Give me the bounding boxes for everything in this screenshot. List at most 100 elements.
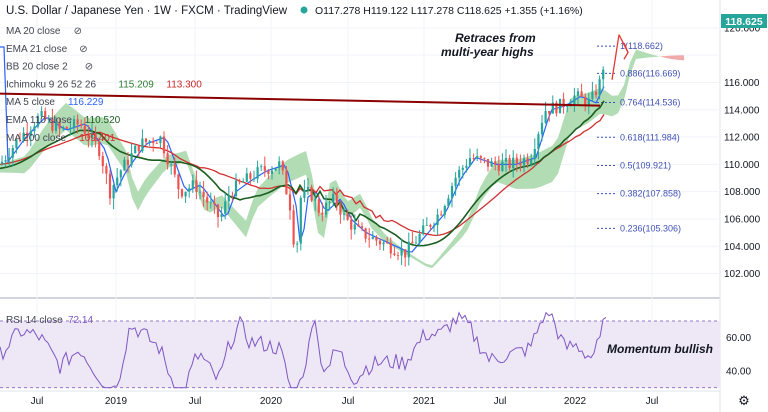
cloud-segment — [132, 177, 138, 211]
cloud-segment — [432, 258, 438, 269]
cloud-segment — [240, 214, 246, 238]
cloud-segment — [366, 205, 372, 229]
candle-down — [195, 180, 198, 192]
time-tick-label: Jul — [342, 396, 355, 407]
candle-down — [378, 240, 382, 245]
candle-up — [353, 224, 356, 230]
candle-up — [130, 153, 133, 165]
candle-down — [497, 164, 500, 171]
candle-down — [515, 157, 518, 164]
candle-down — [389, 242, 392, 254]
candle-up — [306, 186, 310, 191]
candle-down — [360, 226, 364, 229]
candle-up — [501, 161, 504, 171]
candle-up — [209, 202, 212, 204]
candle-down — [317, 199, 320, 213]
candle-up — [4, 160, 7, 162]
cloud-segment — [630, 49, 636, 75]
candle-up — [22, 132, 25, 141]
fib-label: 0.5(109.921) — [620, 160, 671, 170]
candle-down — [101, 156, 104, 167]
candle-up — [227, 195, 230, 202]
candle-up — [476, 156, 479, 159]
candle-down — [267, 170, 270, 174]
candle-down — [108, 173, 112, 199]
candle-down — [411, 241, 414, 244]
fib-label: 0.618(111.984) — [620, 132, 680, 142]
candle-up — [540, 122, 544, 135]
candle-down — [335, 193, 338, 205]
last-price-value: 118.625 — [725, 16, 763, 28]
candle-down — [51, 118, 54, 131]
cloud-segment — [246, 202, 252, 238]
candle-up — [465, 165, 468, 168]
cloud-segment — [378, 225, 384, 241]
candle-up — [54, 122, 58, 131]
candle-down — [94, 133, 97, 142]
indicator-ichimoku-9-26-52-26-name: Ichimoku 9 26 52 26 — [6, 79, 96, 90]
cloud-segment — [576, 94, 582, 129]
retrace-arrow — [611, 34, 629, 80]
candle-up — [29, 131, 32, 136]
candle-down — [594, 91, 598, 96]
candle-down — [562, 98, 565, 108]
cloud-segment — [666, 55, 672, 60]
candle-up — [504, 157, 508, 162]
cloud-segment — [468, 202, 474, 229]
candle-up — [40, 111, 43, 117]
candle-down — [396, 255, 400, 256]
candle-up — [11, 148, 14, 158]
cloud-segment — [636, 49, 642, 59]
candle-down — [584, 96, 587, 106]
cloud-segment — [540, 148, 546, 187]
cloud-segment — [660, 56, 666, 59]
candle-up — [468, 158, 472, 166]
candle-down — [105, 166, 108, 174]
candle-up — [299, 198, 302, 244]
candle-down — [98, 141, 101, 157]
candle-down — [292, 210, 295, 245]
candle-up — [461, 167, 464, 170]
candle-up — [598, 79, 601, 96]
cloud-segment — [654, 55, 660, 57]
candle-up — [270, 170, 274, 174]
time-tick-label: Jul — [31, 396, 44, 407]
candle-up — [447, 198, 450, 207]
price-pane[interactable] — [0, 0, 720, 296]
fib-label: 0.764(114.536) — [620, 97, 680, 107]
candle-down — [83, 125, 86, 134]
candle-up — [425, 224, 428, 226]
time-tick-label: Jul — [646, 396, 659, 407]
candle-up — [490, 161, 493, 167]
candle-down — [494, 161, 497, 165]
rsi-legend-name: RSI 14 close — [6, 315, 63, 326]
candle-up — [407, 241, 410, 258]
candle-up — [537, 134, 540, 150]
candle-up — [328, 202, 331, 204]
candle-up — [252, 178, 256, 180]
candles — [0, 66, 605, 267]
time-tick-label: 2021 — [413, 396, 436, 407]
price-tick-label: 112.000 — [724, 133, 760, 144]
indicator-legend[interactable]: MA 20 close ⊘ EMA 21 close ⊘ BB 20 close 2 ⊘ I… — [6, 26, 202, 144]
candle-down — [346, 213, 349, 220]
settings-gear-icon[interactable]: ⚙ — [738, 394, 750, 409]
annotation-retraces-line2: multi-year highs — [441, 45, 534, 59]
cloud-segment — [288, 156, 294, 183]
ema110-line — [0, 100, 605, 247]
candle-down — [44, 111, 47, 120]
candle-down — [155, 143, 158, 144]
candle-up — [198, 191, 202, 193]
candle-up — [443, 206, 446, 216]
candle-down — [166, 153, 169, 165]
arrow-head — [623, 42, 629, 60]
candle-up — [134, 145, 137, 154]
candle-up — [62, 127, 65, 129]
cloud-segment — [456, 228, 462, 244]
candle-down — [152, 140, 155, 144]
cloud-segment — [618, 85, 624, 114]
candle-up — [450, 186, 454, 199]
fib-label: 0.236(105.306) — [620, 223, 681, 233]
candle-up — [382, 242, 385, 245]
